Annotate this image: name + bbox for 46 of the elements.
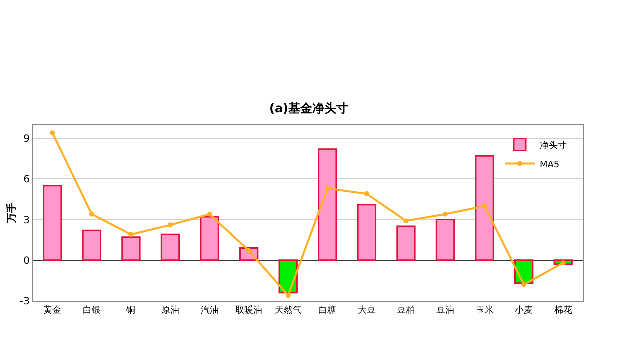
point — [89, 212, 94, 217]
x-tick-label: 白银 — [82, 304, 101, 316]
chart-title: (a)基金净头寸 — [269, 101, 349, 116]
x-tick-label: 原油 — [162, 304, 180, 316]
legend-label: 净头寸 — [540, 140, 567, 152]
x-tick-label: 白糖 — [318, 304, 337, 316]
x-tick-label: 大豆 — [358, 304, 376, 316]
x-tick-label: 天然气 — [274, 304, 302, 316]
y-axis-title: 万手 — [6, 203, 18, 224]
bar — [436, 219, 456, 262]
y-tick-label: 0 — [24, 256, 30, 267]
point — [443, 212, 448, 217]
point — [246, 248, 252, 254]
x-tick-label: 汽油 — [200, 304, 219, 316]
y-tick-label: 9 — [24, 134, 30, 146]
legend-label: MA5 — [540, 160, 560, 170]
x-tick-label: 豆粕 — [397, 304, 416, 316]
bar — [160, 234, 180, 262]
x-tick-label: 棉花 — [554, 304, 572, 316]
x-tick-label: 取暖油 — [236, 304, 263, 316]
x-tick-label: 玉米 — [476, 304, 494, 316]
point — [404, 218, 409, 224]
point — [168, 222, 173, 228]
y-tick-label: 6 — [24, 174, 30, 186]
x-tick-label: 小麦 — [515, 304, 534, 316]
y-tick-label: -3 — [20, 296, 30, 308]
bar — [43, 185, 62, 262]
bar — [318, 148, 338, 262]
point — [364, 192, 370, 197]
x-tick-label: 豆油 — [436, 304, 454, 316]
point — [286, 293, 291, 298]
y-tick-label: 3 — [24, 215, 30, 226]
bar — [122, 236, 141, 262]
point — [207, 212, 212, 217]
bar — [82, 230, 102, 262]
point — [325, 186, 330, 192]
point — [50, 130, 56, 136]
point — [482, 204, 488, 209]
bar — [200, 216, 220, 262]
bar — [396, 226, 416, 262]
point — [522, 282, 527, 288]
x-tick-label: 黄金 — [44, 304, 62, 316]
point — [128, 232, 134, 238]
x-tick-label: 铜 — [126, 304, 136, 316]
bar — [475, 155, 494, 262]
bar — [357, 204, 377, 262]
